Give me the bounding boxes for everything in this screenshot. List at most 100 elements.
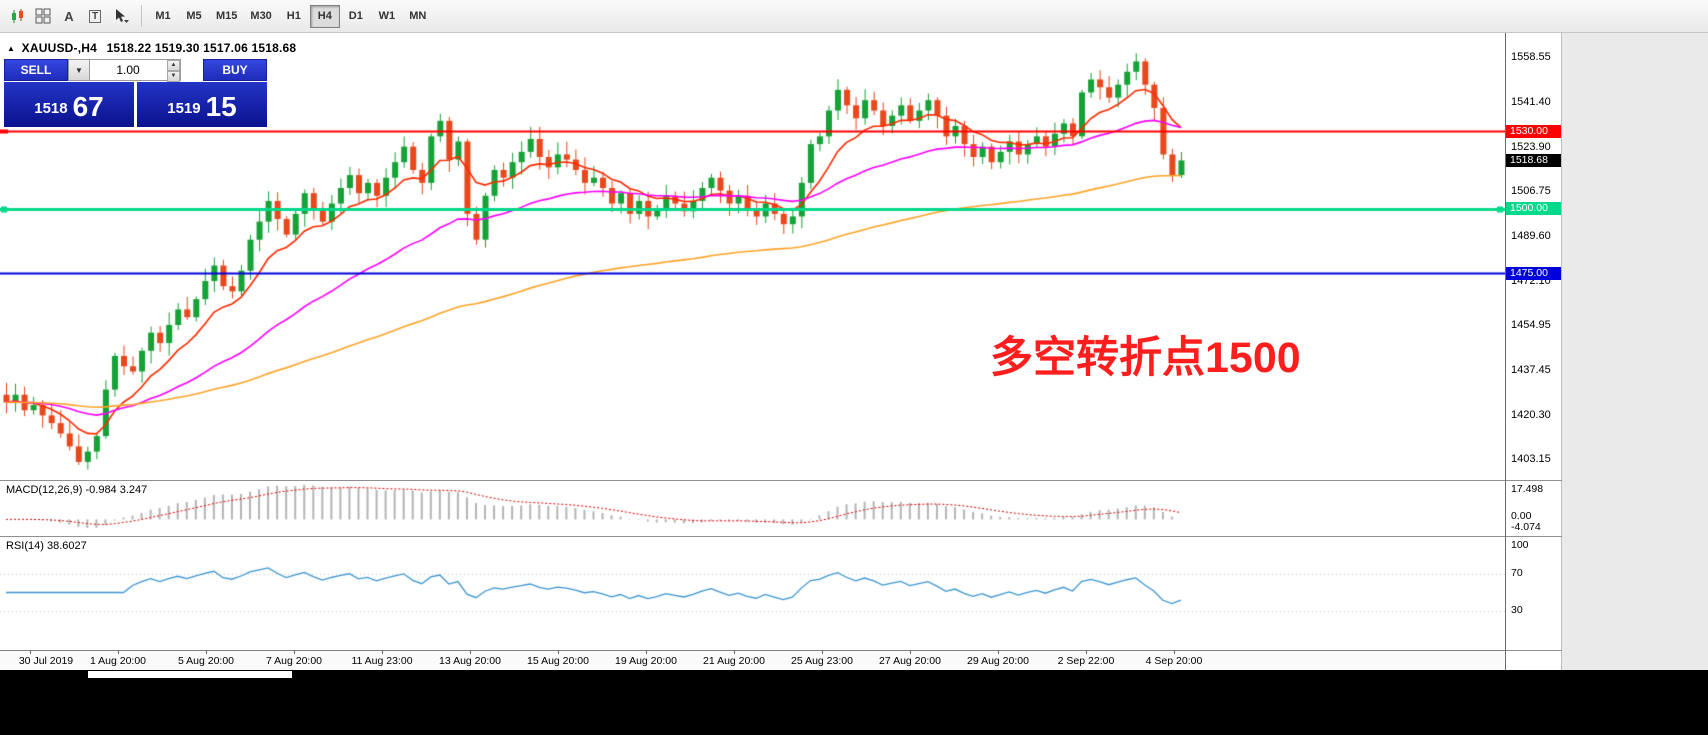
rsi-canvas[interactable]	[0, 537, 1505, 650]
rsi-label: RSI(14) 38.6027	[6, 540, 87, 552]
price-tick-label: 1541.40	[1511, 95, 1551, 108]
time-tick	[822, 651, 823, 654]
rsi-name: RSI(14)	[6, 540, 44, 552]
time-tick	[206, 651, 207, 654]
price-tick-label: 1437.45	[1511, 364, 1551, 377]
rsi-axis-label: 70	[1511, 566, 1523, 579]
support-line-badge: 1475.00	[1506, 266, 1561, 280]
volume-input[interactable]	[90, 59, 181, 81]
time-tick	[646, 651, 647, 654]
time-tick	[30, 651, 31, 654]
tile-windows-icon[interactable]	[31, 4, 55, 28]
time-tick	[998, 651, 999, 654]
rsi-panel: RSI(14) 38.6027	[0, 536, 1505, 650]
text-label-glyph: A	[64, 8, 74, 24]
time-tick	[910, 651, 911, 654]
rsi-axis-label: 100	[1511, 539, 1529, 551]
price-tick-label: 1558.55	[1511, 51, 1551, 64]
time-tick	[470, 651, 471, 654]
text-label-icon[interactable]: A	[57, 4, 81, 28]
bid-pips: 67	[72, 91, 104, 122]
bid-big-figure: 1518	[34, 100, 68, 117]
symbol-period-label: XAUUSD-,H4	[21, 41, 98, 55]
chart-text-annotation[interactable]: 多空转折点1500	[990, 334, 1301, 382]
timeframe-w1[interactable]: W1	[378, 10, 396, 22]
rsi-axis-label: 30	[1511, 604, 1523, 617]
timeframe-m5[interactable]: M5	[186, 10, 202, 22]
macd-axis-label: 0.00	[1511, 510, 1532, 522]
macd-axis-label: 17.498	[1511, 483, 1544, 495]
price-tick-label: 1420.30	[1511, 408, 1551, 421]
rsi-current-value: 38.6027	[46, 540, 87, 552]
timeframe-m30[interactable]: M30	[250, 10, 272, 22]
macd-label: MACD(12,26,9) -0.984 3.247	[6, 484, 147, 496]
macd-canvas[interactable]	[0, 481, 1505, 536]
macd-name: MACD(12,26,9)	[6, 484, 83, 496]
toolbar: A T M1 M5 M15 M30 H1 H4 D1 W1 MN	[0, 0, 1708, 33]
timeframe-h4[interactable]: H4	[309, 4, 340, 28]
price-panel: ▲ XAUUSD-,H4 1518.22 1519.30 1517.06 151…	[0, 33, 1505, 480]
timeframe-h1[interactable]: H1	[286, 10, 301, 22]
pivot-line-badge: 1500.00	[1506, 202, 1561, 216]
axis-separator	[1506, 650, 1562, 651]
chart-content: ▲ XAUUSD-,H4 1518.22 1519.30 1517.06 151…	[0, 33, 1708, 670]
time-tick-label: 25 Aug 23:00	[791, 655, 853, 667]
text-box-glyph: T	[88, 9, 102, 23]
time-tick-label: 1 Aug 20:00	[89, 655, 147, 667]
time-tick	[558, 651, 559, 654]
axis-separator	[1506, 536, 1562, 537]
buy-button[interactable]: BUY	[203, 59, 267, 81]
price-tick-label: 1523.90	[1511, 140, 1551, 153]
time-tick-label: 7 Aug 20:00	[265, 655, 323, 667]
volume-spinner: ▲ ▼	[167, 60, 180, 82]
time-tick	[382, 651, 383, 654]
horizontal-scrollbar-thumb[interactable]	[88, 671, 292, 678]
timeframe-m1[interactable]: M1	[155, 10, 171, 22]
last-price-badge: 1518.68	[1506, 153, 1561, 167]
spinner-up-icon[interactable]: ▲	[167, 60, 180, 71]
time-tick-label: 4 Sep 20:00	[1145, 655, 1203, 667]
time-tick-label: 21 Aug 20:00	[703, 655, 765, 667]
timeframe-m15[interactable]: M15	[216, 10, 238, 22]
right-filler-panel	[1561, 33, 1708, 670]
time-tick	[1174, 651, 1175, 654]
ask-price-display[interactable]: 1519 15	[137, 82, 267, 127]
axis-separator	[1506, 480, 1562, 481]
time-tick-label: 29 Aug 20:00	[967, 655, 1029, 667]
sell-button[interactable]: SELL	[4, 59, 68, 81]
chart-title: ▲ XAUUSD-,H4 1518.22 1519.30 1517.06 151…	[7, 41, 296, 55]
resistance-line-badge: 1530.00	[1506, 124, 1561, 138]
chart-area: ▲ XAUUSD-,H4 1518.22 1519.30 1517.06 151…	[0, 33, 1505, 670]
price-axis[interactable]: 1558.55 1541.40 1523.90 1506.75 1489.60 1472.…	[1505, 33, 1562, 670]
timeframe-d1[interactable]: D1	[348, 10, 363, 22]
macd-current-values: -0.984 3.247	[85, 484, 148, 496]
price-tick-label: 1454.95	[1511, 319, 1551, 332]
chart-candles-icon[interactable]	[5, 4, 29, 28]
ask-pips: 15	[205, 91, 237, 122]
spinner-down-icon[interactable]: ▼	[167, 71, 180, 82]
time-tick	[294, 651, 295, 654]
price-tick-label: 1506.75	[1511, 185, 1551, 198]
time-tick	[734, 651, 735, 654]
time-tick-label: 13 Aug 20:00	[439, 655, 501, 667]
one-click-trading-panel: SELL ▼ ▲ ▼ BUY	[4, 59, 267, 127]
time-axis[interactable]: 30 Jul 2019 1 Aug 20:00 5 Aug 20:00 7 Aug 2…	[0, 650, 1505, 670]
cursor-tool-icon[interactable]	[109, 4, 133, 28]
time-tick-label: 2 Sep 22:00	[1057, 655, 1115, 667]
ohlc-values: 1518.22 1519.30 1517.06 1518.68	[106, 41, 297, 55]
text-box-icon[interactable]: T	[83, 4, 107, 28]
time-tick-label: 30 Jul 2019	[18, 655, 74, 667]
bottom-bar	[0, 670, 1708, 735]
time-tick-label: 11 Aug 23:00	[351, 655, 413, 667]
bid-price-display[interactable]: 1518 67	[4, 82, 134, 127]
collapse-arrow-icon[interactable]: ▲	[7, 44, 16, 53]
time-tick	[1086, 651, 1087, 654]
price-tick-label: 1403.15	[1511, 452, 1551, 465]
time-tick-label: 5 Aug 20:00	[177, 655, 235, 667]
time-tick-label: 27 Aug 20:00	[879, 655, 941, 667]
volume-dropdown-icon[interactable]: ▼	[68, 59, 90, 81]
timeframe-mn[interactable]: MN	[409, 10, 427, 22]
time-tick-label: 19 Aug 20:00	[615, 655, 677, 667]
time-tick-label: 15 Aug 20:00	[527, 655, 589, 667]
